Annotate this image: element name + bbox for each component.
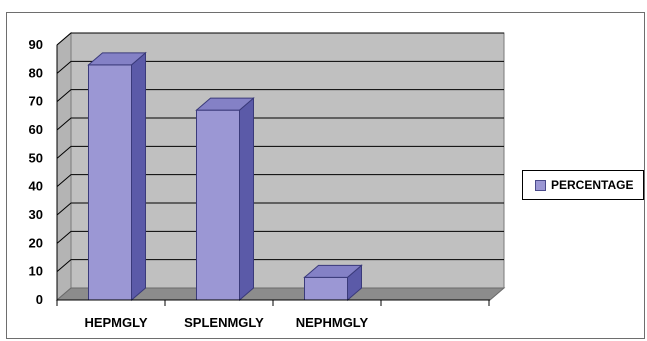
y-tick-label-30: 30 — [29, 207, 43, 222]
gridline-30 — [56, 202, 504, 216]
y-tick-label-90: 90 — [29, 37, 43, 52]
y-tick-label-0: 0 — [36, 292, 43, 307]
gridline-10 — [56, 259, 504, 273]
gridline-40 — [56, 174, 504, 188]
y-tick-label-40: 40 — [29, 179, 43, 194]
bar-hepmgly — [88, 64, 132, 301]
y-tick-label-10: 10 — [29, 264, 43, 279]
y-tick-label-50: 50 — [29, 150, 43, 165]
y-tick-label-70: 70 — [29, 94, 43, 109]
gridline-70 — [56, 89, 504, 103]
y-tick-label-80: 80 — [29, 65, 43, 80]
x-tick-label-nephmgly: NEPHMGLY — [296, 315, 369, 330]
gridline-80 — [56, 60, 504, 74]
legend: PERCENTAGE — [522, 170, 644, 200]
bar-splenmgly — [196, 109, 240, 301]
legend-label-percentage: PERCENTAGE — [551, 178, 634, 192]
bar-top-splenmgly — [195, 97, 255, 111]
gridline-60 — [56, 117, 504, 131]
x-tick-label-splenmgly: SPLENMGLY — [184, 315, 264, 330]
bar-side-hepmgly — [131, 51, 146, 302]
bar-top-hepmgly — [87, 52, 147, 66]
bar-top-nephmgly — [303, 264, 363, 278]
y-tick-label-20: 20 — [29, 235, 43, 250]
x-tick-label-hepmgly: HEPMGLY — [84, 315, 147, 330]
legend-swatch-percentage — [535, 179, 546, 191]
bar-side-splenmgly — [239, 97, 254, 302]
gridline-90 — [56, 32, 504, 46]
chart-side-wall — [56, 31, 72, 302]
gridline-50 — [56, 145, 504, 159]
gridline-20 — [56, 230, 504, 244]
y-tick-label-60: 60 — [29, 122, 43, 137]
bar-nephmgly — [304, 276, 348, 301]
